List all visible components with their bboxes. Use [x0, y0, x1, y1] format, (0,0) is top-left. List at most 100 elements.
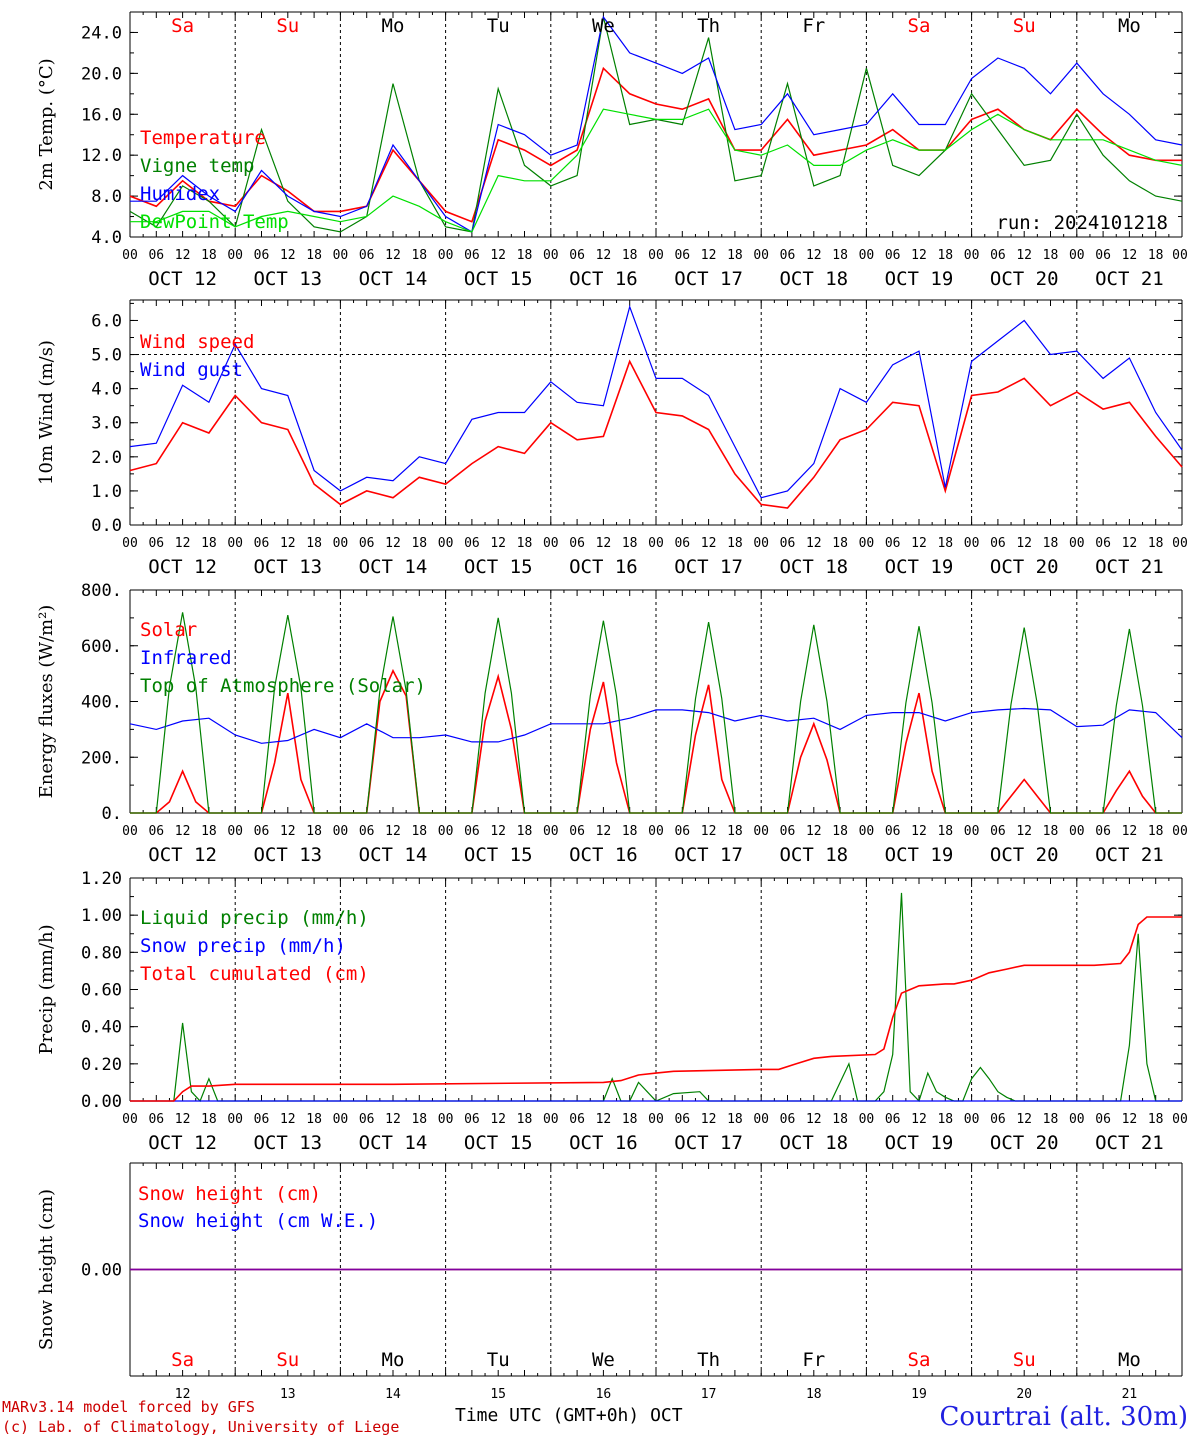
- y-tick-label: 0.00: [81, 1092, 122, 1112]
- hour-tick-label: 18: [727, 248, 743, 263]
- legend-entry: Wind speed: [140, 331, 254, 353]
- hour-tick-label: 18: [622, 248, 638, 263]
- hour-tick-label: 12: [701, 248, 717, 263]
- hour-tick-label: 12: [911, 824, 927, 839]
- hour-tick-label: 18: [937, 1112, 953, 1127]
- day-number-label: 18: [806, 1387, 822, 1402]
- day-label: Tu: [487, 15, 510, 37]
- date-label: OCT 19: [885, 844, 954, 866]
- hour-tick-label: 12: [175, 248, 191, 263]
- day-number-label: 13: [280, 1387, 296, 1402]
- hour-tick-label: 12: [175, 1112, 191, 1127]
- y-tick-label: 2.0: [91, 448, 122, 468]
- hour-tick-label: 06: [464, 248, 480, 263]
- panel-4: 0.00 0.20 0.40 0.60 0.80 1.00 1.20 Precip (mm/h…: [36, 869, 1188, 1154]
- hour-tick-label: 12: [806, 248, 822, 263]
- hour-tick-label: 00: [122, 824, 138, 839]
- y-tick-label: 200.: [81, 748, 122, 768]
- date-label: OCT 13: [253, 1132, 322, 1154]
- legend-entry: DewPoint Temp: [140, 211, 289, 233]
- run-label: run: 2024101218: [996, 212, 1168, 234]
- day-label: Sa: [171, 15, 194, 37]
- hour-tick-label: 06: [1095, 1112, 1111, 1127]
- hour-tick-label: 18: [832, 1112, 848, 1127]
- y-tick-label: 600.: [81, 637, 122, 657]
- hour-tick-label: 18: [306, 536, 322, 551]
- date-label: OCT 12: [148, 1132, 217, 1154]
- hour-tick-label: 12: [490, 824, 506, 839]
- date-label: OCT 14: [359, 556, 428, 578]
- date-label: OCT 20: [990, 556, 1059, 578]
- hour-tick-label: 12: [596, 824, 612, 839]
- day-number-label: 16: [596, 1387, 612, 1402]
- hour-tick-label: 18: [1043, 248, 1059, 263]
- hour-tick-label: 00: [859, 248, 875, 263]
- hour-tick-label: 00: [227, 1112, 243, 1127]
- hour-tick-label: 12: [596, 1112, 612, 1127]
- legend-entry: Temperature: [140, 127, 266, 149]
- hour-tick-label: 06: [569, 248, 585, 263]
- day-number-label: 12: [175, 1387, 191, 1402]
- hour-tick-label: 12: [1122, 824, 1138, 839]
- y-tick-label: 1.00: [81, 906, 122, 926]
- date-label: OCT 19: [885, 556, 954, 578]
- hour-tick-label: 12: [280, 824, 296, 839]
- hour-tick-label: 06: [674, 536, 690, 551]
- hour-tick-label: 18: [1148, 824, 1164, 839]
- legend-entry: Humidex: [140, 183, 220, 205]
- date-label: OCT 16: [569, 556, 638, 578]
- hour-tick-label: 06: [359, 248, 375, 263]
- hour-tick-label: 06: [359, 824, 375, 839]
- day-label: Th: [697, 1349, 720, 1371]
- hour-tick-label: 18: [1148, 1112, 1164, 1127]
- date-label: OCT 14: [359, 1132, 428, 1154]
- y-axis-label: Energy fluxes (W/m²): [36, 605, 57, 799]
- day-label: We: [592, 1349, 615, 1371]
- hour-tick-label: 18: [306, 824, 322, 839]
- date-label: OCT 19: [885, 1132, 954, 1154]
- hour-tick-label: 00: [648, 536, 664, 551]
- hour-tick-label: 00: [438, 248, 454, 263]
- hour-tick-label: 18: [201, 248, 217, 263]
- date-label: OCT 12: [148, 268, 217, 290]
- hour-tick-label: 12: [701, 824, 717, 839]
- hour-tick-label: 00: [227, 536, 243, 551]
- date-label: OCT 21: [1095, 1132, 1164, 1154]
- legend-entry: Liquid precip (mm/h): [140, 907, 369, 929]
- hour-tick-label: 12: [911, 1112, 927, 1127]
- legend-entry: Vigne temp: [140, 155, 254, 177]
- hour-tick-label: 00: [543, 1112, 559, 1127]
- hour-tick-label: 00: [438, 1112, 454, 1127]
- hour-tick-label: 12: [911, 248, 927, 263]
- date-label: OCT 17: [674, 844, 743, 866]
- y-tick-label: 6.0: [91, 311, 122, 331]
- hour-tick-label: 18: [517, 248, 533, 263]
- hour-tick-label: 06: [885, 824, 901, 839]
- hour-tick-label: 18: [937, 824, 953, 839]
- hour-tick-label: 00: [543, 536, 559, 551]
- hour-tick-label: 00: [859, 824, 875, 839]
- day-label: Fr: [802, 1349, 825, 1371]
- day-label: Tu: [487, 1349, 510, 1371]
- hour-tick-label: 12: [1016, 248, 1032, 263]
- hour-tick-label: 06: [148, 536, 164, 551]
- hour-tick-label: 18: [622, 824, 638, 839]
- hour-tick-label: 00: [333, 248, 349, 263]
- day-number-label: 14: [385, 1387, 401, 1402]
- panel-3: 0. 200. 400. 600. 800. Energy fluxes (W/m²) So…: [36, 581, 1188, 866]
- hour-tick-label: 06: [674, 1112, 690, 1127]
- date-label: OCT 15: [464, 1132, 533, 1154]
- hour-tick-label: 12: [175, 824, 191, 839]
- y-axis-label: 10m Wind (m/s): [36, 340, 57, 485]
- hour-tick-label: 12: [385, 1112, 401, 1127]
- series-line-total-cumulated-cm: [130, 916, 1182, 1102]
- hour-tick-label: 06: [254, 536, 270, 551]
- hour-tick-label: 18: [1148, 536, 1164, 551]
- hour-tick-label: 00: [964, 1112, 980, 1127]
- hour-tick-label: 00: [333, 1112, 349, 1127]
- hour-tick-label: 12: [806, 1112, 822, 1127]
- hour-tick-label: 00: [543, 248, 559, 263]
- legend-entry: Solar: [140, 619, 197, 641]
- hour-tick-label: 06: [569, 1112, 585, 1127]
